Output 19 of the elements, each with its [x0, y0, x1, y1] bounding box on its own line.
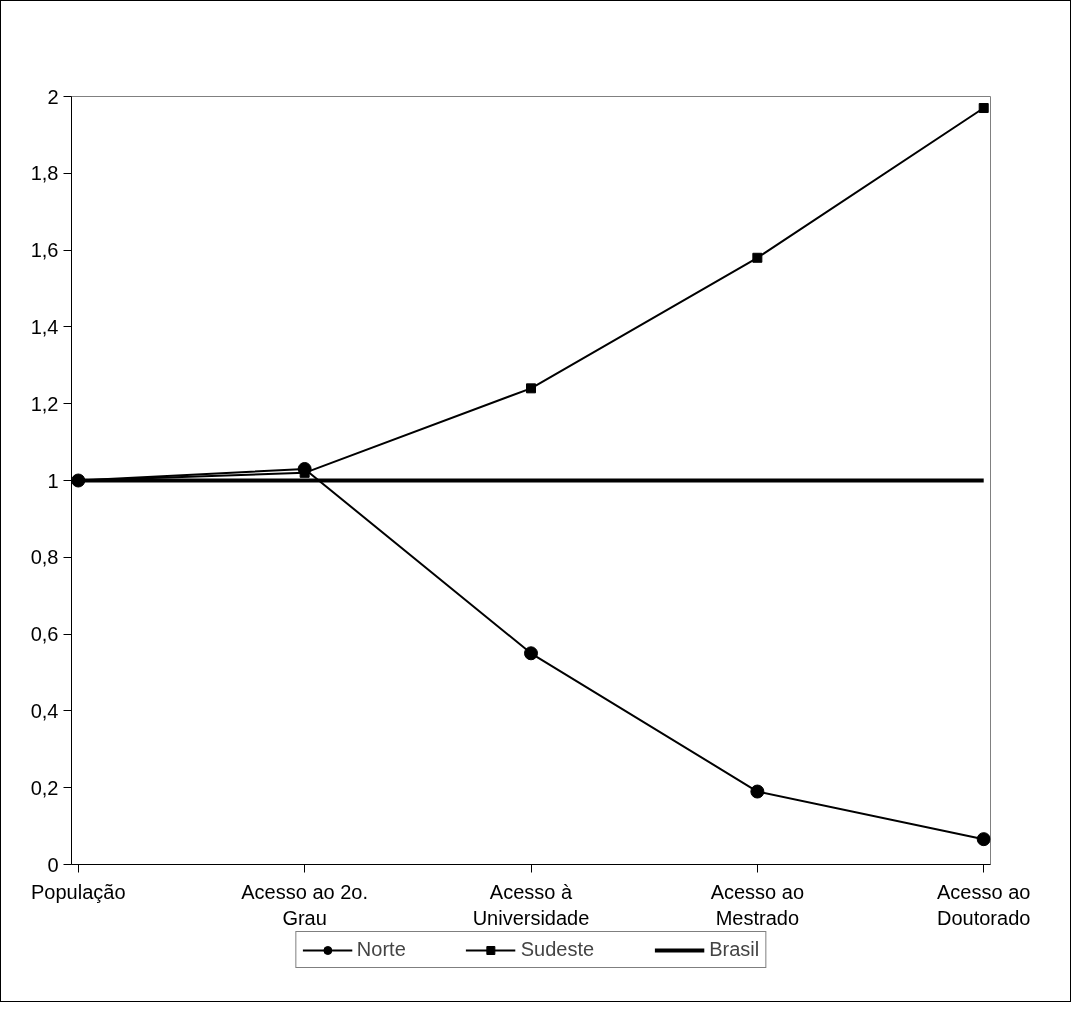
y-tick-label: 0 — [47, 853, 59, 876]
y-tick-label: 0,4 — [30, 699, 59, 722]
y-tick-label: 2 — [47, 85, 59, 108]
y-tick-label: 1,4 — [30, 315, 59, 338]
legend-label: Norte — [356, 938, 406, 961]
x-tick-label: Acesso à Universidade — [472, 880, 590, 929]
y-tick-label: 0,2 — [30, 776, 59, 799]
x-tick-label: Acesso ao Doutorado — [937, 880, 1031, 929]
legend-label: Brasil — [709, 938, 760, 961]
y-tick-label: 1,6 — [30, 239, 59, 262]
x-tick-label: População — [31, 880, 126, 903]
y-tick-label: 0,8 — [30, 546, 59, 569]
y-tick-label: 0,6 — [30, 623, 59, 646]
x-tick-label: Acesso ao Mestrado — [710, 880, 805, 929]
y-tick-label: 1 — [47, 469, 59, 492]
x-tick-label: Acesso ao 2o. Grau — [241, 880, 369, 929]
legend-label: Sudeste — [520, 938, 595, 961]
y-tick-label: 1,8 — [30, 162, 59, 185]
y-tick-label: 1,2 — [30, 392, 59, 415]
